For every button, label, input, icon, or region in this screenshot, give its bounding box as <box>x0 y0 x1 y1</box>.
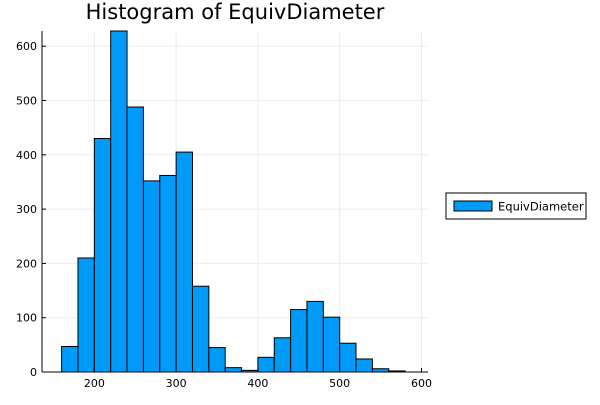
histogram-bar <box>77 257 95 373</box>
x-tick-labels: 200 300 400 500 600 <box>84 377 432 390</box>
histogram-bar <box>159 174 177 373</box>
x-tick-label: 300 <box>166 377 187 390</box>
histogram-bar <box>322 316 341 373</box>
histogram-bar <box>126 106 144 373</box>
histogram-bar <box>175 151 193 373</box>
y-tick-label: 100 <box>16 312 37 325</box>
histogram-bar <box>61 345 79 373</box>
y-tick-label: 200 <box>16 257 37 270</box>
x-tick-label: 600 <box>411 377 432 390</box>
histogram-bar <box>273 337 292 373</box>
histogram-bar <box>191 285 210 373</box>
chart-title: Histogram of EquivDiameter <box>86 0 385 24</box>
histogram-bar <box>355 358 373 373</box>
legend-label: EquivDiameter <box>498 200 584 214</box>
y-tick-label: 400 <box>16 149 37 162</box>
histogram-bar <box>208 347 226 373</box>
histogram-bar <box>306 300 324 373</box>
histogram-bar <box>110 30 128 373</box>
y-tick-label: 300 <box>16 203 37 216</box>
y-tick-label: 500 <box>16 95 37 108</box>
bars <box>61 30 406 373</box>
histogram-bar <box>93 138 112 373</box>
y-tick-label: 600 <box>16 40 37 53</box>
axes <box>41 31 428 373</box>
x-tick-label: 200 <box>84 377 105 390</box>
histogram-bar <box>290 309 308 373</box>
histogram-bar <box>257 356 275 373</box>
legend-swatch <box>453 200 493 212</box>
histogram-bar <box>142 180 161 373</box>
x-tick-label: 400 <box>247 377 268 390</box>
legend: EquivDiameter <box>445 192 587 220</box>
histogram-bar <box>339 342 357 373</box>
y-tick-labels: 0 100 200 300 400 500 600 <box>16 40 37 379</box>
y-tick-label: 0 <box>30 366 37 379</box>
histogram-bar <box>224 367 243 373</box>
x-tick-label: 500 <box>329 377 350 390</box>
